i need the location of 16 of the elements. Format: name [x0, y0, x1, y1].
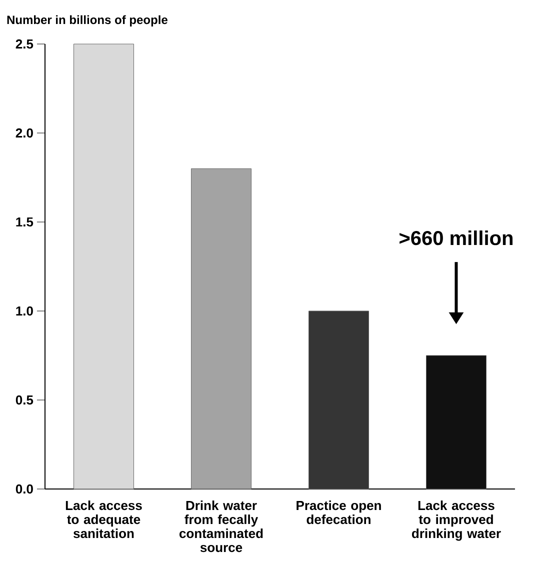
y-tick-label: 2.0 — [16, 128, 33, 138]
y-axis-title: Number in billions of people — [7, 15, 168, 26]
x-tick-label: Practice open defecation — [296, 500, 381, 524]
bar — [190, 168, 252, 490]
y-tick-label: 0.5 — [16, 395, 34, 405]
y-tick-label: 1.0 — [16, 306, 33, 316]
bar — [308, 310, 369, 490]
bar — [426, 355, 486, 490]
x-tick-label: Drink water from fecally contaminated source — [179, 500, 263, 552]
bar — [73, 44, 134, 490]
y-tick-label: 2.5 — [16, 39, 34, 49]
x-tick-label: Lack access to improved drinking water — [412, 500, 501, 541]
y-tick-label: 0.0 — [16, 484, 33, 494]
annotation: >660 million — [400, 230, 513, 246]
y-tick-label: 1.5 — [16, 217, 34, 227]
x-tick-label: Lack access to adequate sanitation — [66, 500, 142, 538]
